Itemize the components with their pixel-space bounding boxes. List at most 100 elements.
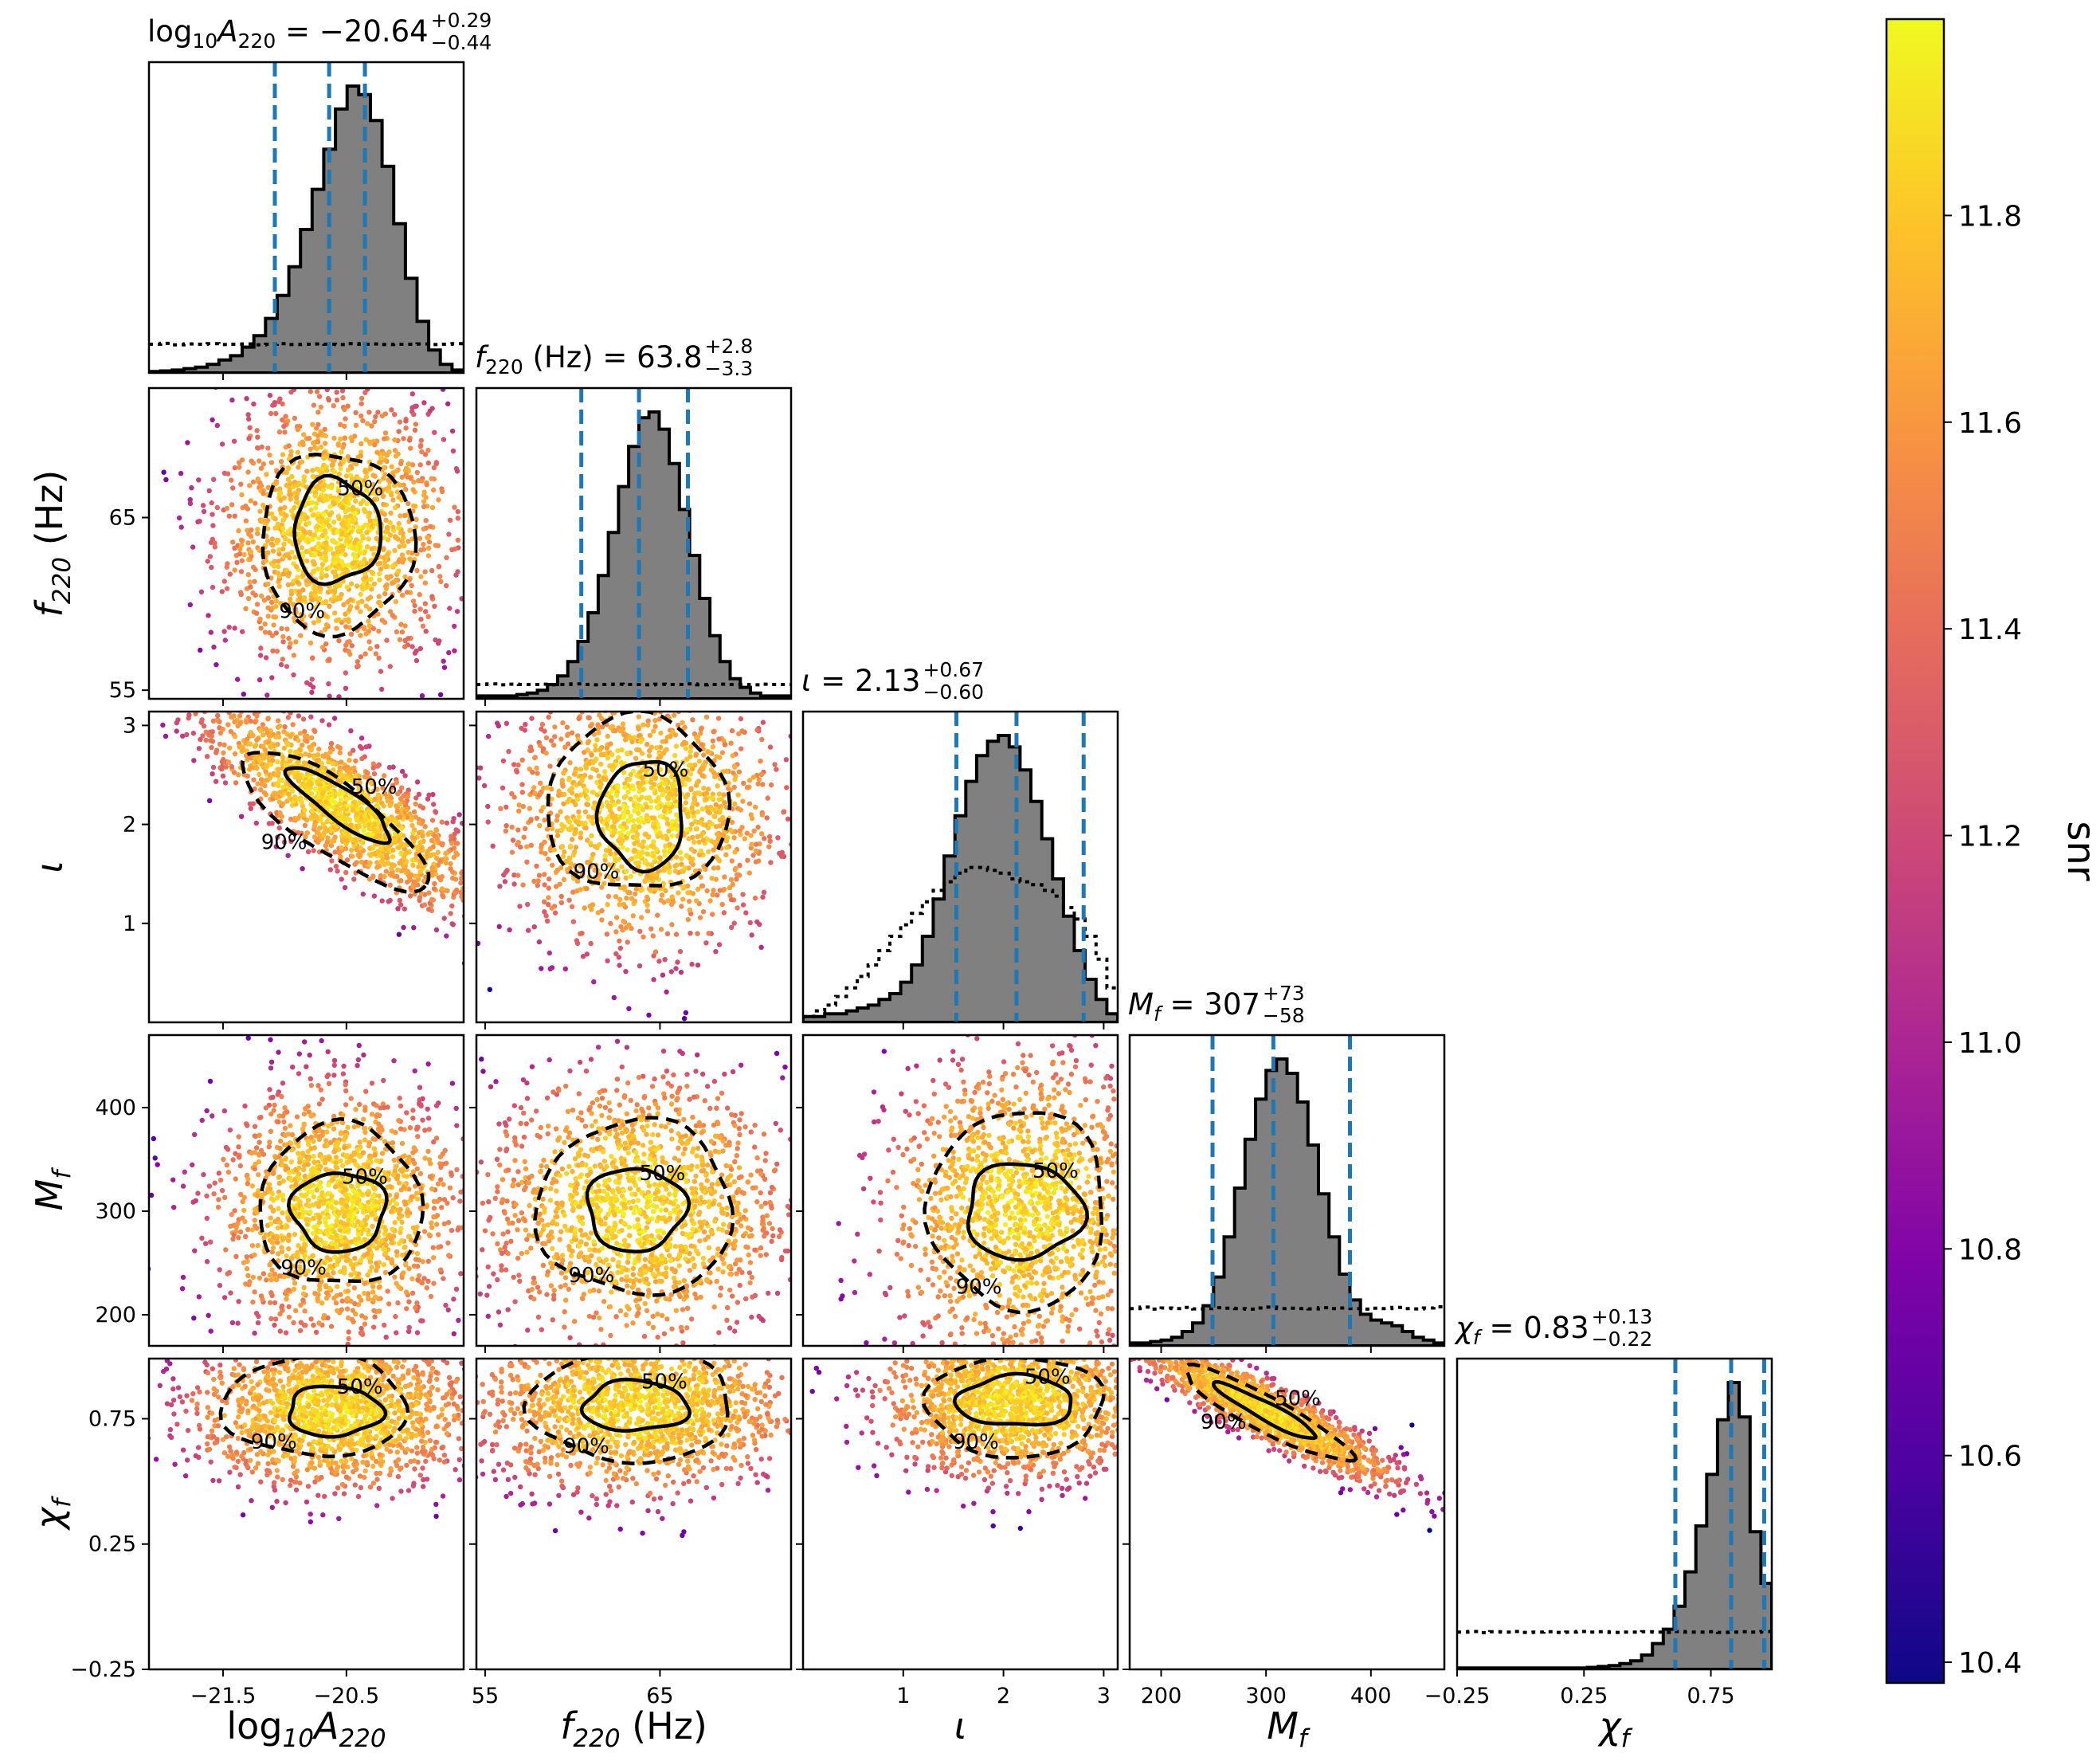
snr-sample-point xyxy=(273,734,279,740)
snr-sample-point xyxy=(402,543,407,549)
snr-sample-point xyxy=(529,944,534,949)
snr-sample-point xyxy=(350,807,355,813)
snr-sample-point xyxy=(809,817,814,822)
snr-sample-point xyxy=(348,631,355,637)
snr-sample-point xyxy=(296,1051,302,1057)
snr-sample-point xyxy=(375,561,381,567)
snr-sample-point xyxy=(210,718,217,724)
snr-sample-point xyxy=(630,818,637,824)
snr-sample-point xyxy=(695,739,701,744)
snr-sample-point xyxy=(711,814,717,819)
snr-sample-point xyxy=(491,871,496,876)
snr-sample-point xyxy=(454,1123,460,1128)
snr-sample-point xyxy=(195,662,200,667)
snr-sample-point xyxy=(394,703,399,708)
snr-sample-point xyxy=(185,440,190,445)
snr-sample-point xyxy=(252,720,258,725)
contour-50 xyxy=(283,766,392,845)
snr-sample-point xyxy=(280,777,285,782)
snr-sample-point xyxy=(406,519,412,524)
snr-sample-point xyxy=(192,688,197,692)
snr-sample-point xyxy=(641,722,646,728)
snr-sample-point xyxy=(730,881,735,888)
snr-sample-point xyxy=(410,1009,415,1014)
snr-sample-point xyxy=(484,900,489,905)
snr-sample-point xyxy=(358,401,364,406)
snr-sample-point xyxy=(633,794,639,800)
snr-sample-point xyxy=(465,849,470,853)
snr-sample-point xyxy=(362,556,367,563)
snr-sample-point xyxy=(278,506,284,512)
snr-sample-point xyxy=(239,457,245,463)
snr-sample-point xyxy=(285,715,291,720)
snr-sample-point xyxy=(633,891,638,896)
snr-sample-point xyxy=(698,848,704,854)
snr-sample-point xyxy=(422,601,428,606)
snr-sample-point xyxy=(390,784,396,790)
snr-sample-point xyxy=(384,637,390,643)
snr-sample-point xyxy=(617,938,622,944)
snr-sample-point xyxy=(413,795,419,801)
snr-sample-point xyxy=(716,797,722,802)
snr-sample-point xyxy=(444,933,449,939)
snr-sample-point xyxy=(331,810,336,817)
snr-sample-point xyxy=(673,812,680,818)
snr-sample-point xyxy=(479,814,484,819)
snr-sample-point xyxy=(276,1049,281,1055)
snr-sample-point xyxy=(273,630,279,636)
snr-sample-point xyxy=(808,755,813,760)
snr-sample-point xyxy=(509,849,515,855)
snr-sample-point xyxy=(677,948,684,955)
snr-sample-point xyxy=(413,801,418,807)
snr-sample-point xyxy=(728,877,735,883)
snr-sample-point xyxy=(687,898,692,904)
snr-sample-point xyxy=(311,620,317,626)
snr-sample-point xyxy=(578,835,583,841)
snr-sample-point xyxy=(685,916,691,923)
snr-sample-point xyxy=(210,764,217,771)
snr-sample-point xyxy=(609,701,614,706)
snr-sample-point xyxy=(746,801,753,806)
snr-sample-point xyxy=(370,789,376,794)
snr-sample-point xyxy=(318,444,324,450)
snr-sample-point xyxy=(691,810,696,815)
snr-sample-point xyxy=(329,858,335,864)
snr-sample-point xyxy=(387,520,393,525)
snr-sample-point xyxy=(717,888,723,893)
snr-sample-point xyxy=(575,796,581,802)
snr-sample-point xyxy=(450,819,456,825)
snr-sample-point xyxy=(516,808,522,814)
snr-sample-point xyxy=(393,453,399,459)
snr-sample-point xyxy=(433,543,438,548)
snr-sample-point xyxy=(354,860,359,865)
snr-sample-point xyxy=(339,388,346,394)
snr-sample-point xyxy=(265,526,271,531)
snr-sample-point xyxy=(331,551,336,557)
snr-sample-point xyxy=(480,922,484,927)
snr-sample-point xyxy=(758,944,764,951)
snr-sample-point xyxy=(759,736,765,743)
snr-sample-point xyxy=(409,644,415,649)
snr-sample-point xyxy=(645,718,651,724)
snr-sample-point xyxy=(425,411,431,417)
snr-sample-point xyxy=(515,827,521,833)
snr-sample-point xyxy=(225,471,231,477)
snr-sample-point xyxy=(412,608,417,614)
snr-sample-point xyxy=(703,714,710,720)
snr-sample-point xyxy=(423,609,429,614)
snr-sample-point xyxy=(315,601,322,606)
snr-sample-point xyxy=(759,831,765,837)
snr-sample-point xyxy=(431,802,437,807)
snr-sample-point xyxy=(532,755,538,760)
snr-sample-point xyxy=(387,802,393,808)
snr-sample-point xyxy=(749,932,754,938)
snr-sample-point xyxy=(407,893,413,899)
snr-sample-point xyxy=(540,676,545,680)
snr-sample-point xyxy=(504,868,510,873)
snr-sample-point xyxy=(414,882,421,888)
snr-sample-point xyxy=(679,861,684,867)
snr-sample-point xyxy=(436,497,441,503)
snr-sample-point xyxy=(371,496,378,503)
snr-sample-point xyxy=(250,479,257,485)
snr-sample-point xyxy=(349,437,355,444)
